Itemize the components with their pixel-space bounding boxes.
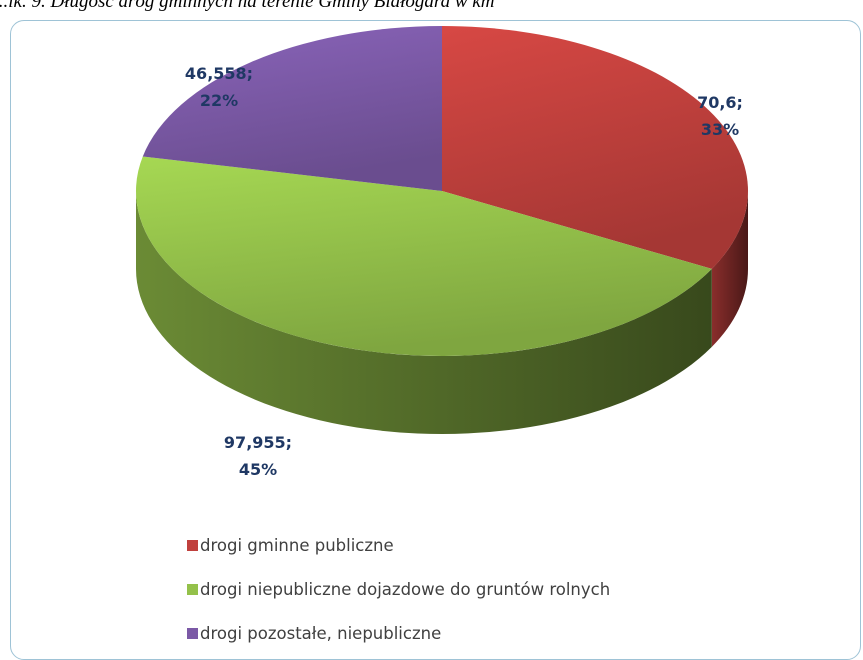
data-label-dojazdowe: 97,955; 45% — [224, 433, 292, 479]
figure-caption: ...ik. 9. Długość dróg gminnych na teren… — [0, 0, 495, 12]
legend-label: drogi niepubliczne dojazdowe do gruntów … — [200, 579, 611, 599]
legend-swatch — [187, 583, 198, 595]
pie-top — [135, 26, 749, 356]
legend-item-gminne: drogi gminne publiczne — [187, 523, 610, 567]
legend-label: drogi gminne publiczne — [200, 535, 394, 555]
pie-side-gminne — [711, 191, 748, 347]
pie-side-dojazdowe — [136, 191, 712, 435]
pie-sides — [136, 191, 748, 435]
legend-swatch — [187, 539, 198, 551]
data-label-pozostale: 46,558; 22% — [185, 64, 253, 110]
data-label-gminne: 70,6; 33% — [697, 93, 743, 139]
pie-slice-gminne — [442, 26, 749, 269]
legend-swatch — [187, 627, 198, 639]
legend-item-pozostale: drogi pozostałe, niepubliczne — [187, 611, 610, 655]
pie-slice-pozostale — [142, 26, 442, 191]
legend: drogi gminne publiczne drogi niepubliczne… — [187, 523, 610, 655]
legend-item-dojazdowe: drogi niepubliczne dojazdowe do gruntów … — [187, 567, 610, 611]
legend-label: drogi pozostałe, niepubliczne — [200, 623, 442, 643]
pie-slice-dojazdowe — [135, 156, 712, 356]
data-labels: 70,6; 33% 97,955; 45% 46,558; 22% — [185, 64, 743, 479]
